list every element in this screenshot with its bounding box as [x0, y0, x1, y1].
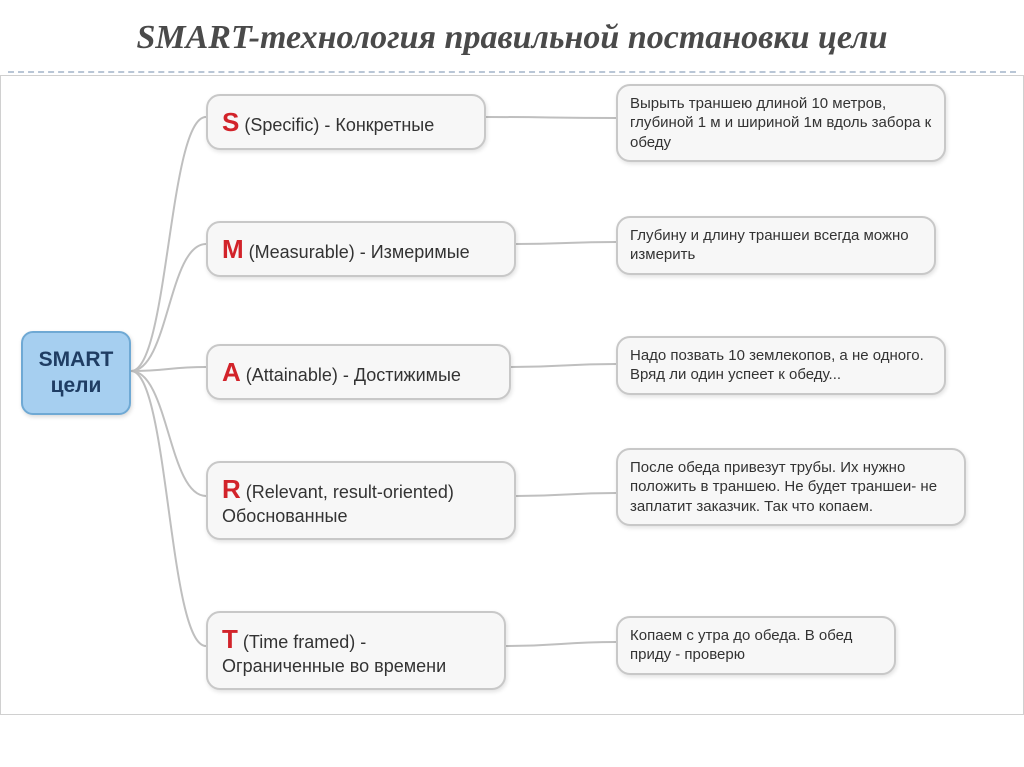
slide-title: SMART-технология правильной постановки ц…	[0, 0, 1024, 67]
root-node: SMART цели	[21, 331, 131, 416]
branch-text-line1: (Time framed) -	[238, 632, 366, 652]
leaf-node-t: Копаем с утра до обеда. В обед приду - п…	[616, 616, 896, 675]
branch-letter: M	[222, 234, 244, 264]
leaf-node-s: Вырыть траншею длиной 10 метров, глубино…	[616, 84, 946, 163]
branch-letter: A	[222, 357, 241, 387]
branch-text-line2: Обоснованные	[222, 506, 347, 526]
root-line1: SMART	[39, 348, 114, 371]
smart-diagram: SMARTцелиS (Specific) - КонкретныеВырыть…	[0, 75, 1024, 715]
leaf-node-a: Надо позвать 10 землекопов, а не одного.…	[616, 336, 946, 395]
branch-letter: S	[222, 107, 239, 137]
title-divider	[8, 71, 1016, 73]
branch-text-line2: Ограниченные во времени	[222, 656, 446, 676]
leaf-node-m: Глубину и длину траншеи всегда можно изм…	[616, 216, 936, 275]
branch-node-s: S (Specific) - Конкретные	[206, 94, 486, 151]
branch-node-t: T (Time framed) - Ограниченные во времени	[206, 611, 506, 690]
leaf-node-r: После обеда привезут трубы. Их нужно пол…	[616, 448, 966, 527]
slide: SMART-технология правильной постановки ц…	[0, 0, 1024, 767]
branch-text: (Measurable) - Измеримые	[244, 242, 470, 262]
branch-text-line1: (Relevant, result-oriented)	[241, 482, 454, 502]
branch-node-a: A (Attainable) - Достижимые	[206, 344, 511, 401]
branch-letter: T	[222, 624, 238, 654]
branch-node-r: R (Relevant, result-oriented) Обоснованны…	[206, 461, 516, 540]
branch-text: (Attainable) - Достижимые	[241, 365, 461, 385]
branch-node-m: M (Measurable) - Измеримые	[206, 221, 516, 278]
branch-text: (Specific) - Конкретные	[239, 115, 434, 135]
root-line2: цели	[51, 374, 102, 397]
branch-letter: R	[222, 474, 241, 504]
